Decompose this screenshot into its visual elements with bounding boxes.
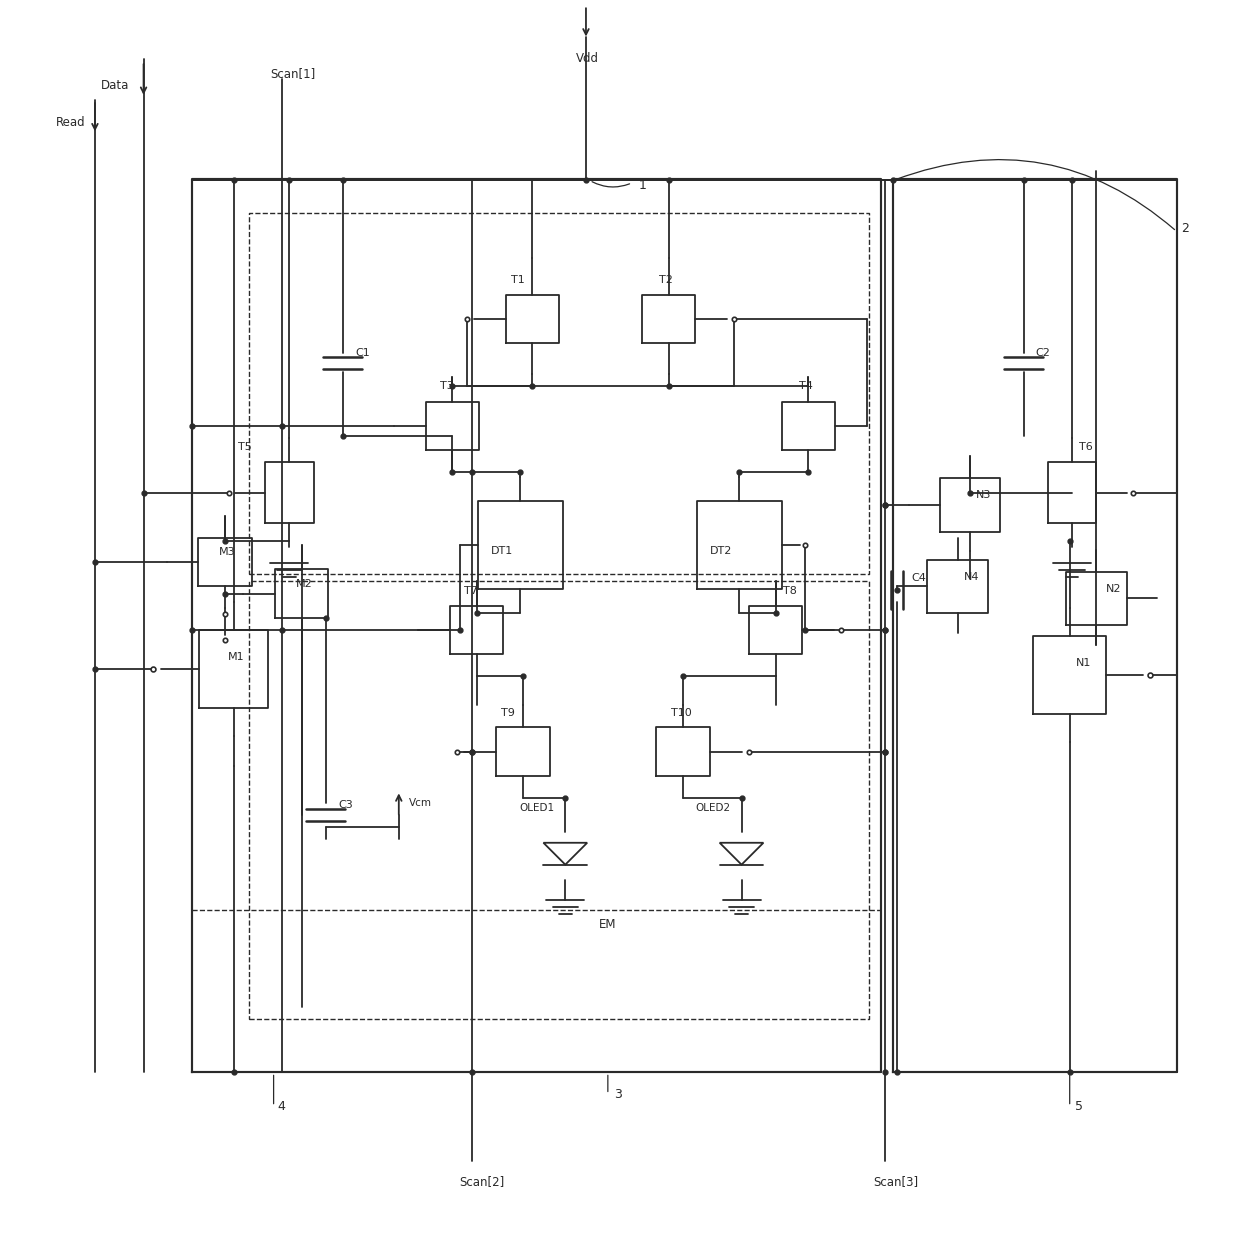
Text: OLED2: OLED2 [696,803,730,813]
Text: T6: T6 [1080,442,1094,452]
Text: 5: 5 [1075,1100,1083,1113]
Text: 4: 4 [278,1100,285,1113]
Text: T2: T2 [658,275,673,285]
Text: Data: Data [100,79,129,93]
Text: N4: N4 [963,572,980,582]
Text: N2: N2 [1106,584,1122,594]
Text: DT2: DT2 [711,546,733,556]
Text: EM: EM [599,918,616,931]
Text: C2: C2 [1035,348,1050,358]
Text: OLED1: OLED1 [520,803,554,813]
Text: C3: C3 [339,800,352,810]
Text: C4: C4 [911,573,926,583]
Text: Scan[1]: Scan[1] [270,67,315,80]
Text: T8: T8 [782,587,797,597]
Text: T7: T7 [465,587,479,597]
Text: Scan[3]: Scan[3] [873,1176,918,1188]
Text: T4: T4 [799,380,812,390]
Text: T5: T5 [238,442,252,452]
Text: M3: M3 [219,547,236,557]
Text: 1: 1 [639,179,646,191]
Text: N1: N1 [1076,658,1091,668]
Text: Read: Read [56,116,86,128]
Text: T10: T10 [671,708,692,718]
Text: 3: 3 [614,1088,621,1100]
Text: M2: M2 [295,579,312,589]
Text: M1: M1 [227,652,244,662]
Text: T1: T1 [511,275,525,285]
Text: Vdd: Vdd [577,52,599,65]
Text: N3: N3 [976,490,992,500]
Text: Vcm: Vcm [408,798,432,808]
Text: T3: T3 [440,380,454,390]
Text: T9: T9 [501,708,515,718]
Text: 2: 2 [1182,222,1189,236]
Text: DT1: DT1 [491,546,513,556]
Text: Scan[2]: Scan[2] [460,1176,505,1188]
Text: C1: C1 [355,348,370,358]
